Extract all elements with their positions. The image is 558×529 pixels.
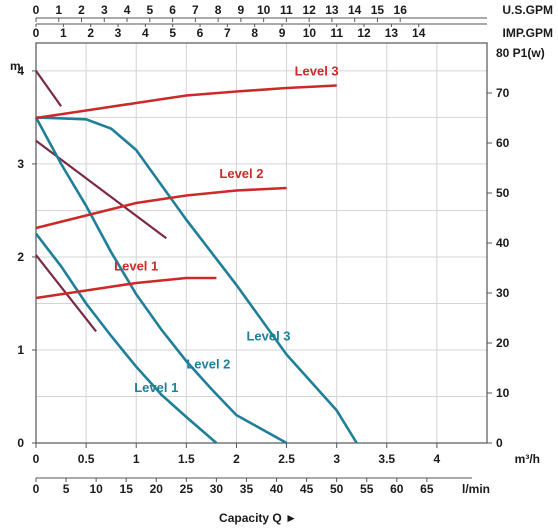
us-gpm-tick-label: 3 [101, 3, 108, 17]
lmin-tick-label: 25 [180, 482, 194, 496]
head-curve-level-1 [34, 232, 218, 444]
imp-gpm-tick-label: 6 [197, 26, 204, 40]
power-curve-level-1 [35, 276, 217, 300]
imp-gpm-tick-label: 1 [60, 26, 67, 40]
left-tick-label: 0 [17, 436, 24, 450]
us-gpm-tick-label: 15 [371, 3, 385, 17]
lmin-tick-label: 60 [390, 482, 404, 496]
us-gpm-tick-label: 14 [348, 3, 362, 17]
imp-gpm-tick-label: 0 [33, 26, 40, 40]
right-tick-label: 70 [496, 86, 510, 100]
lmin-tick-label: 0 [33, 482, 40, 496]
series-layer [34, 70, 358, 445]
lmin-tick-label: 30 [210, 482, 224, 496]
grid [35, 43, 488, 444]
us-gpm-tick-label: 9 [238, 3, 245, 17]
us-gpm-tick-label: 13 [325, 3, 339, 17]
m3h-tick-label: 2 [233, 452, 240, 466]
lmin-tick-label: 65 [420, 482, 434, 496]
imp-gpm-tick-label: 8 [251, 26, 258, 40]
lmin-tick-label: 35 [240, 482, 254, 496]
power-curve-label: Level 3 [295, 64, 339, 79]
imp-gpm-tick-label: 14 [412, 26, 426, 40]
right-tick-label: 60 [496, 136, 510, 150]
us-gpm-tick-label: 10 [257, 3, 271, 17]
imp-gpm-axis-label: IMP.GPM [503, 26, 553, 40]
imp-gpm-tick-label: 12 [357, 26, 371, 40]
m3h-tick-label: 0.5 [78, 452, 95, 466]
lmin-tick-label: 45 [300, 482, 314, 496]
us-gpm-tick-label: 11 [280, 3, 293, 17]
m3h-tick-label: 4 [434, 452, 441, 466]
us-gpm-tick-label: 6 [169, 3, 176, 17]
us-gpm-tick-label: 8 [215, 3, 222, 17]
right-tick-label: 10 [496, 386, 510, 400]
power-curve-label: Level 1 [114, 259, 158, 274]
lmin-tick-label: 5 [63, 482, 70, 496]
imp-gpm-tick-label: 4 [142, 26, 149, 40]
left-tick-label: 3 [17, 157, 24, 171]
left-tick-label: 4 [17, 64, 24, 78]
power-curve-label: Level 2 [219, 166, 263, 181]
m3h-tick-label: 3.5 [378, 452, 395, 466]
us-gpm-tick-label: 2 [78, 3, 85, 17]
imp-gpm-tick-label: 5 [169, 26, 176, 40]
head-curve-level-3 [35, 116, 358, 444]
m3h-tick-label: 1.5 [178, 452, 195, 466]
lmin-tick-label: 55 [360, 482, 374, 496]
lmin-unit-label: l/min [462, 482, 490, 496]
us-gpm-tick-label: 12 [302, 3, 316, 17]
right-tick-label: 40 [496, 236, 510, 250]
us-gpm-tick-label: 16 [394, 3, 408, 17]
imp-gpm-tick-label: 11 [330, 26, 343, 40]
head-curve-label: Level 2 [186, 357, 230, 372]
power-curve-level-3 [35, 84, 337, 120]
power-curve-level-2 [35, 186, 287, 230]
lmin-tick-label: 50 [330, 482, 344, 496]
m3h-tick-label: 3 [333, 452, 340, 466]
plot-frame [35, 42, 488, 444]
right-tick-label: 30 [496, 286, 510, 300]
us-gpm-tick-label: 4 [124, 3, 131, 17]
imp-gpm-tick-label: 13 [385, 26, 399, 40]
head-curve-label: Level 1 [134, 380, 178, 395]
us-gpm-tick-label: 7 [192, 3, 199, 17]
head-curve-label: Level 3 [246, 329, 290, 344]
head-curve-level-2 [34, 116, 288, 445]
right-axis-label: 80 P1(w) [496, 46, 545, 60]
x-axis-title: Capacity Q ► [219, 511, 297, 525]
us-gpm-tick-label: 1 [55, 3, 62, 17]
m3h-unit-label: m³/h [515, 452, 540, 466]
imp-gpm-tick-label: 3 [115, 26, 122, 40]
lmin-tick-label: 10 [89, 482, 103, 496]
right-tick-label: 50 [496, 186, 510, 200]
left-tick-label: 2 [17, 250, 24, 264]
imp-gpm-tick-label: 2 [87, 26, 94, 40]
right-tick-label: 0 [496, 436, 503, 450]
imp-gpm-tick-label: 7 [224, 26, 231, 40]
connector-line [35, 70, 62, 107]
label-layer: Level 1 Level 2 Level 3 Level 1 Level 2 Level… [114, 64, 338, 395]
m3h-tick-label: 0 [33, 452, 40, 466]
left-tick-label: 1 [17, 343, 24, 357]
lmin-tick-label: 40 [270, 482, 284, 496]
imp-gpm-tick-label: 10 [303, 26, 317, 40]
right-tick-label: 20 [496, 336, 510, 350]
us-gpm-axis-label: U.S.GPM [502, 3, 553, 17]
lmin-tick-label: 20 [150, 482, 164, 496]
us-gpm-tick-label: 5 [146, 3, 153, 17]
us-gpm-tick-label: 0 [33, 3, 40, 17]
imp-gpm-tick-label: 9 [279, 26, 286, 40]
lmin-tick-label: 15 [120, 482, 134, 496]
left-axis-label: m [10, 59, 21, 73]
m3h-tick-label: 2.5 [278, 452, 295, 466]
m3h-tick-label: 1 [133, 452, 140, 466]
